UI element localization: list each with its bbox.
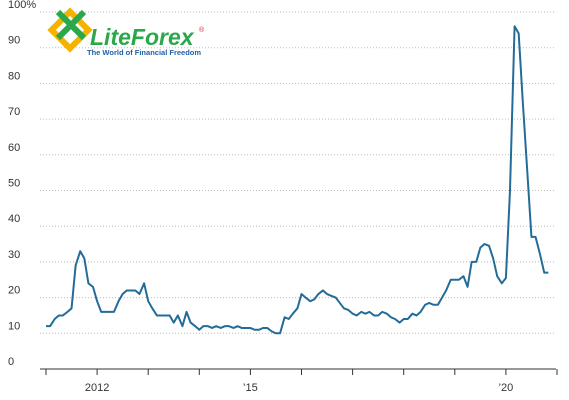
y-tick-label: 20 [8,285,20,297]
y-tick-label: 0 [8,356,14,368]
logo: LiteForex ® The World of Financial Freed… [47,7,205,57]
logo-name: LiteForex [90,24,195,50]
logo-registered: ® [199,26,205,34]
y-tick-label: 80 [8,70,20,82]
y-tick-label: 50 [8,178,20,190]
y-tick-label: 90 [8,35,20,47]
line-series [46,25,549,335]
logo-tagline: The World of Financial Freedom [87,48,201,57]
y-tick-label: 70 [8,106,20,118]
logo-cross [55,9,87,41]
y-tick-label: 10 [8,320,20,332]
x-tick-label: ’20 [499,382,514,394]
y-tick-label: 30 [8,249,20,261]
x-tick-label: 2012 [85,382,109,394]
y-tick-label: 60 [8,142,20,154]
y-tick-label: 40 [8,213,20,225]
y-tick-label: 100% [8,0,36,11]
axes: 0 10 20 30 40 50 60 70 80 90 100% 2012 ’15 ’20 [8,0,558,394]
x-tick-label: ’15 [243,382,258,394]
